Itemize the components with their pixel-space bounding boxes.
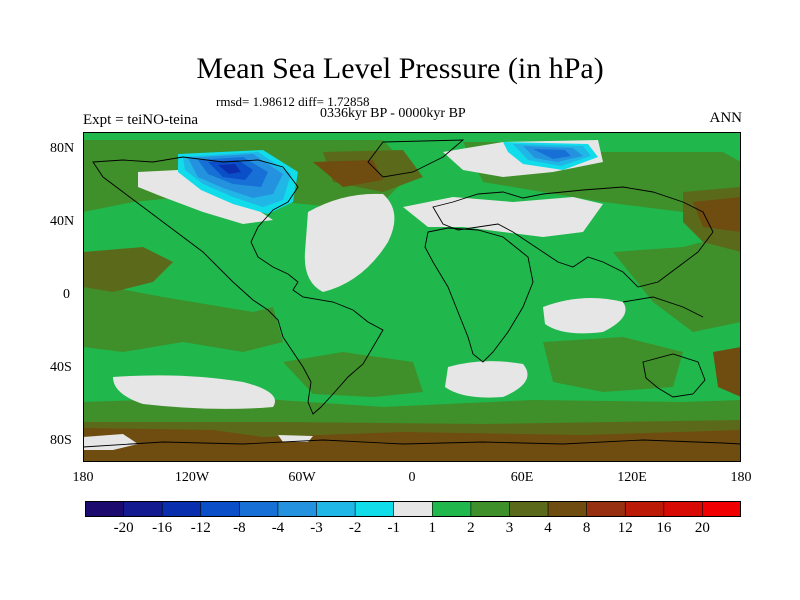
neutral-region [138, 170, 273, 224]
colorbar-cell [161, 501, 202, 517]
colorbar-label: -1 [387, 520, 400, 536]
colorbar-cell [547, 501, 588, 517]
colorbar-label: 16 [656, 520, 672, 536]
colorbar-cell [354, 501, 395, 517]
pos8-region [713, 347, 741, 397]
colorbar-cell [431, 501, 472, 517]
lat-label-80s: 80S [50, 433, 72, 448]
colorbar-label: -12 [190, 520, 211, 536]
neutral-region [543, 298, 626, 334]
lon-label-60e: 60E [510, 470, 534, 485]
lon-label-0: 0 [408, 470, 416, 485]
lon-label-180e: 180 [730, 470, 752, 485]
colorbar-cell [509, 501, 549, 517]
colorbar [85, 501, 741, 517]
pos8-region [693, 197, 741, 232]
colorbar-cell [702, 501, 741, 517]
colorbar-label: -4 [271, 520, 285, 536]
pos3-region [543, 337, 683, 392]
colorbar-cell [393, 501, 434, 517]
neutral-region [113, 375, 275, 409]
neutral-region [445, 361, 528, 398]
lon-label-120w: 120W [174, 470, 210, 485]
pressure-map [83, 132, 741, 462]
neg12-region [218, 164, 241, 174]
rmsd-diff-stats: rmsd= 1.98612 diff= 1.72858 [216, 94, 370, 109]
neutral-region [403, 197, 603, 237]
colorbar-label: 2 [467, 520, 475, 536]
coastlines [83, 139, 741, 448]
lat-label-40s: 40S [50, 360, 72, 375]
colorbar-label: -3 [310, 520, 323, 536]
colorbar-cell [316, 501, 356, 517]
colorbar-cell [85, 501, 125, 517]
colorbar-cell [586, 501, 627, 517]
pos3-region [283, 352, 423, 397]
neutral-region [278, 435, 313, 442]
colorbar-label: -20 [113, 520, 134, 536]
colorbar-label: 4 [544, 520, 552, 536]
colorbar-label: 20 [694, 520, 710, 536]
colorbar-cell [200, 501, 241, 517]
pos8-region [83, 428, 741, 462]
neg4-region [533, 149, 571, 159]
colorbar-label: -8 [233, 520, 246, 536]
map-title: Mean Sea Level Pressure (in hPa) [196, 52, 604, 85]
colorbar-label: 8 [582, 520, 591, 536]
lat-label-80n: 80N [50, 141, 75, 156]
colorbar-label: -16 [152, 520, 173, 536]
colorbar-cell [277, 501, 318, 517]
pos4-region [83, 247, 173, 292]
colorbar-cell [470, 501, 511, 517]
colorbar-cell [239, 501, 279, 517]
colorbar-cell [123, 501, 163, 517]
pos8-region [313, 160, 383, 187]
colorbar-label: 1 [428, 520, 437, 536]
neutral-region [304, 193, 395, 292]
lon-label-60w: 60W [288, 470, 316, 485]
lat-label-eq: 0 [63, 287, 70, 302]
period-label: 0336kyr BP - 0000kyr BP [320, 106, 466, 121]
pos3-region [613, 232, 741, 332]
lon-label-120e: 120E [617, 470, 647, 485]
experiment-label: Expt = teiNO-teina [83, 112, 199, 128]
map-frame [83, 132, 741, 462]
pos3-region [83, 282, 283, 352]
lat-label-40n: 40N [50, 214, 75, 229]
season-label: ANN [709, 110, 743, 126]
colorbar-label: 3 [505, 520, 514, 536]
colorbar-label: 12 [617, 520, 633, 536]
colorbar-cell [663, 501, 704, 517]
colorbar-cell [624, 501, 665, 517]
colorbar-label: -2 [348, 520, 362, 536]
lon-label-180w: 180 [72, 470, 94, 485]
